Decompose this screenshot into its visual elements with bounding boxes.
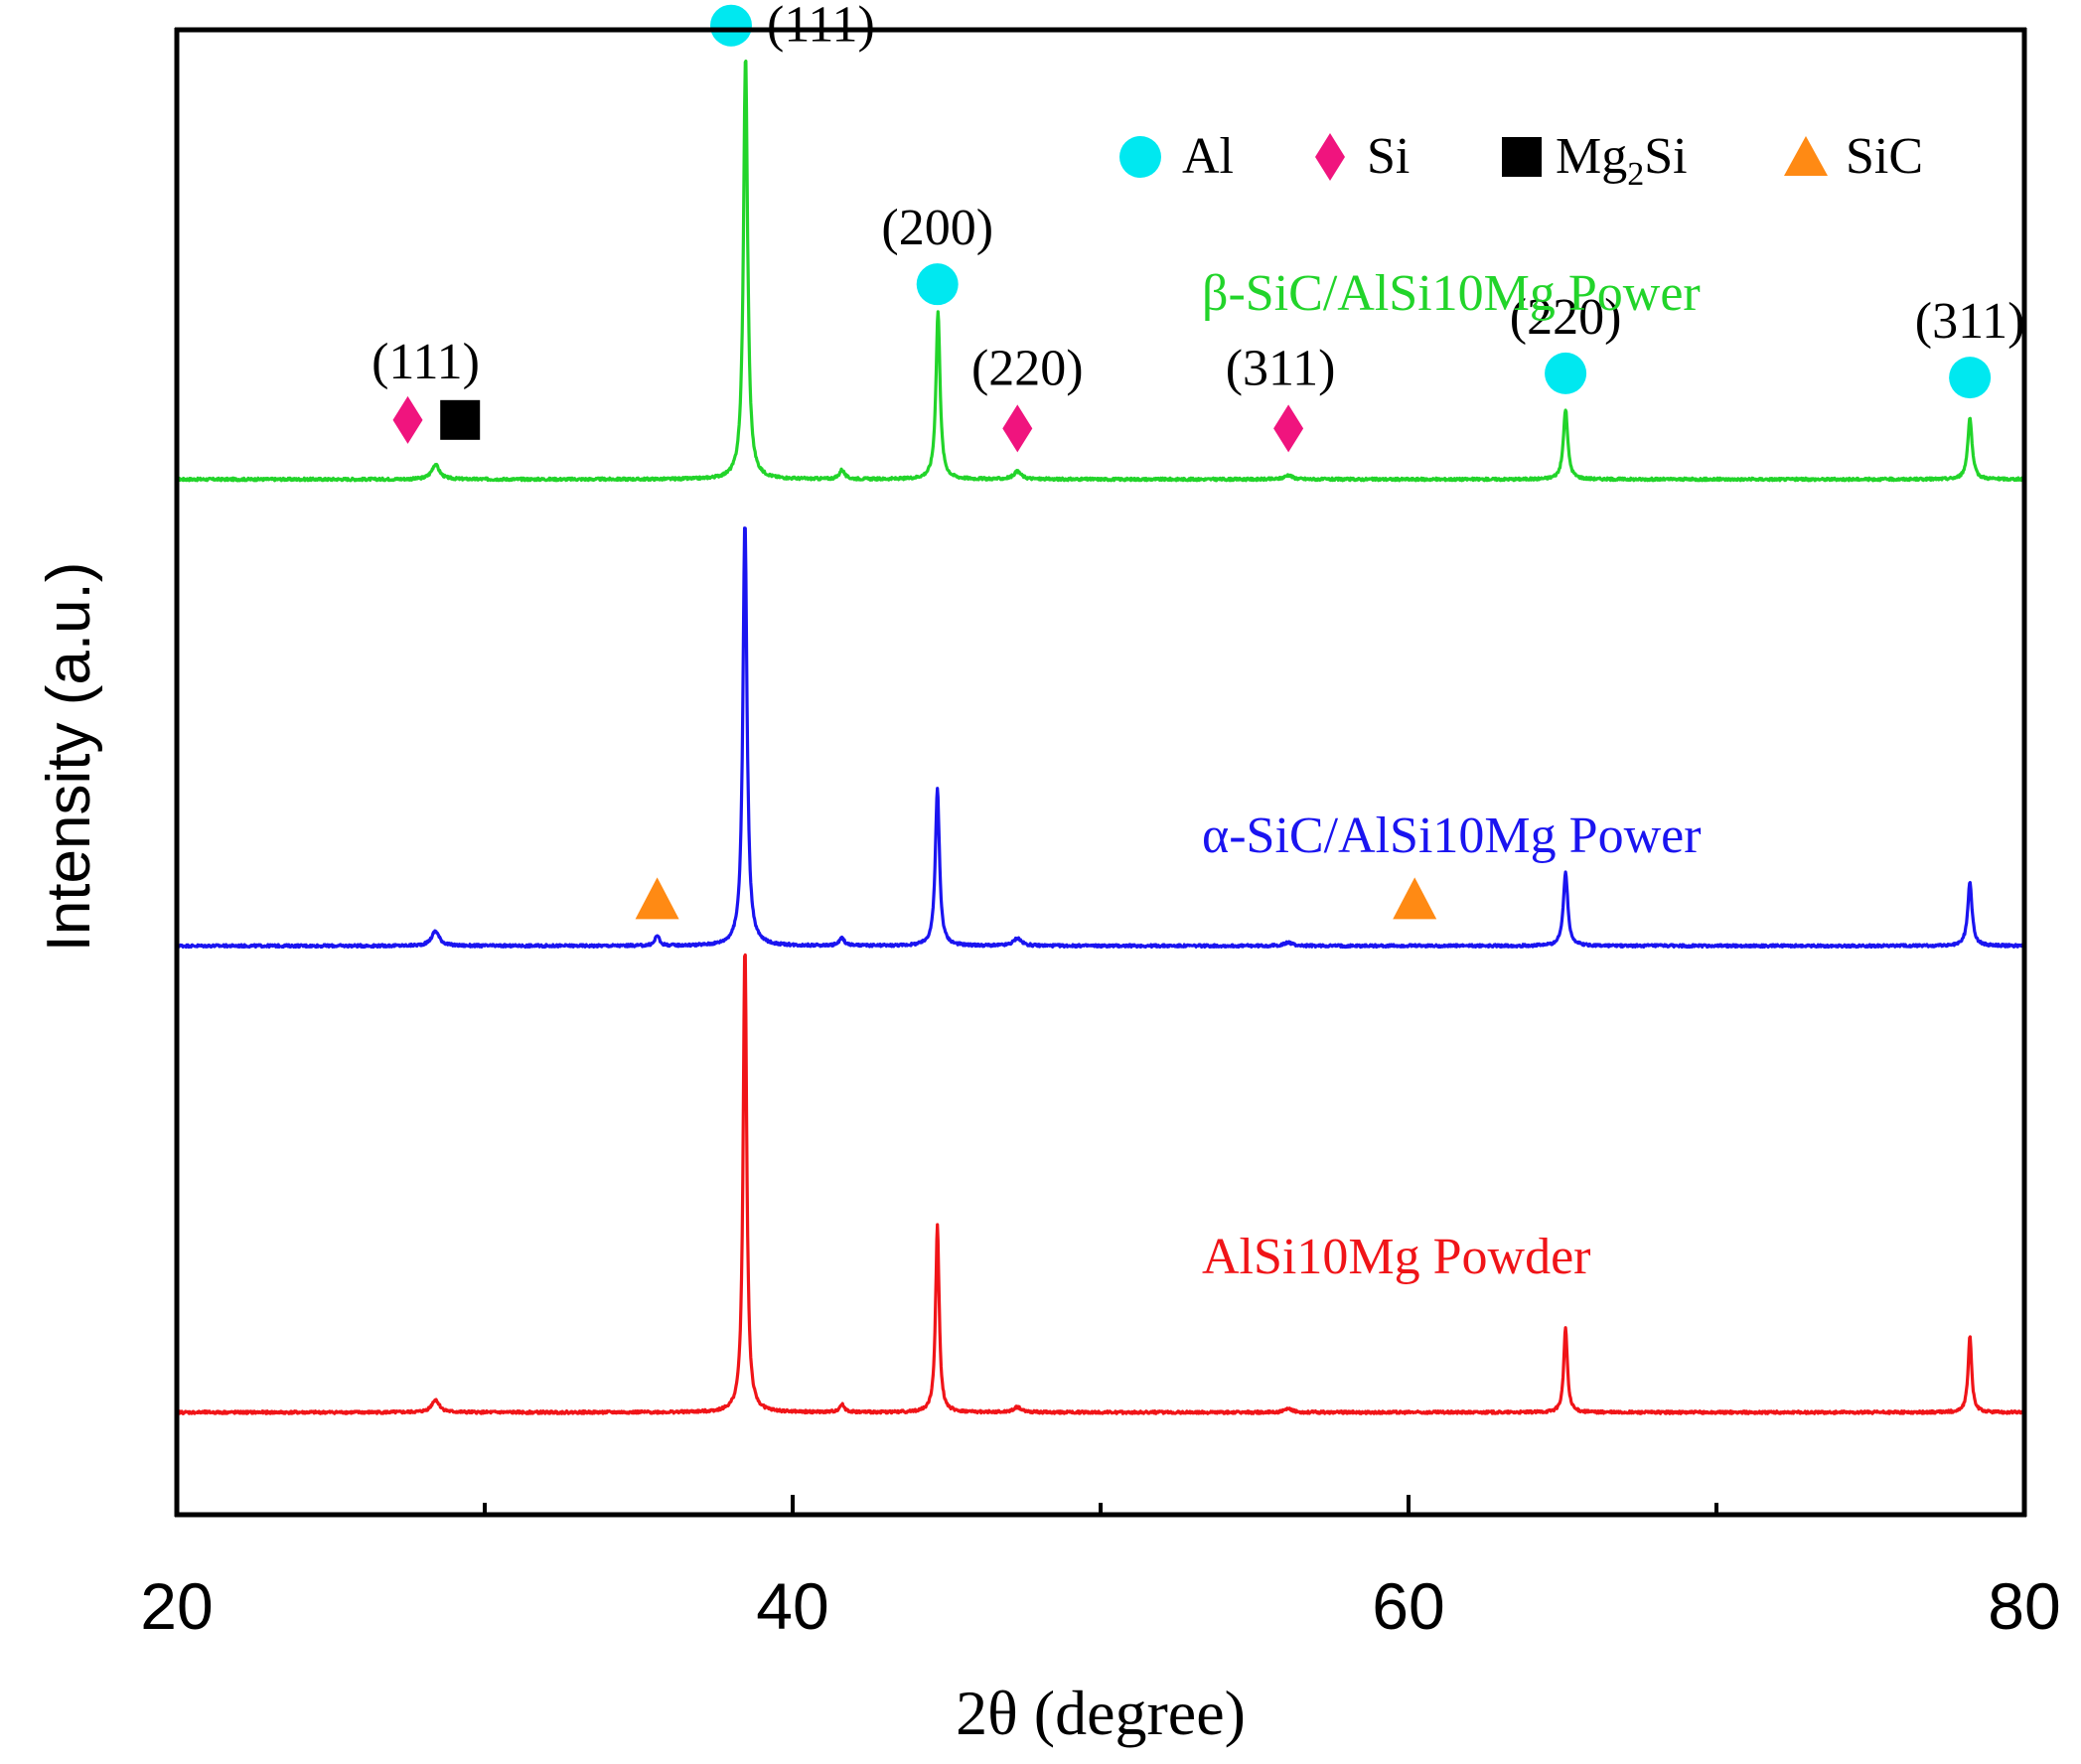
- phase-marker-al-3-circle-icon: [916, 263, 959, 306]
- series-label-powder: AlSi10Mg Powder: [1202, 1229, 1590, 1285]
- legend-sic-label: SiC: [1846, 128, 1923, 185]
- phase-marker-al-2-circle-icon: [710, 4, 752, 47]
- legend-mg2si-label: Mg2Si: [1556, 128, 1688, 193]
- phase-marker-sic-8-triangle-icon: [635, 877, 679, 920]
- series-label-beta: β-SiC/AlSi10Mg Power: [1202, 265, 1701, 322]
- legend: Al Si Mg2Si SiC: [1119, 128, 1923, 193]
- series-layer: [175, 59, 2026, 1415]
- phase-marker-mg2si-1-square-icon: [440, 399, 481, 440]
- series-line-2: [176, 953, 2026, 1415]
- phase-marker-sic-9-triangle-icon: [1393, 877, 1437, 920]
- series-line-0: [176, 59, 2026, 483]
- legend-sic-triangle-icon: [1784, 136, 1828, 176]
- legend-al-circle-icon: [1119, 136, 1161, 178]
- phase-marker-si-0-diamond-icon: [392, 395, 423, 444]
- phase-marker-al-6-circle-icon: [1545, 352, 1587, 394]
- x-tick-label-40: 40: [756, 1569, 828, 1643]
- legend-al-label: Al: [1182, 128, 1234, 185]
- phase-marker-si-5-label: (311): [1226, 340, 1336, 396]
- series-line-1: [175, 526, 2026, 950]
- phase-marker-al-7-label: (311): [1915, 293, 2025, 350]
- phase-marker-si-5-diamond-icon: [1273, 404, 1304, 453]
- x-axis-title: 2θ (degree): [956, 1678, 1246, 1748]
- series-label-alpha: α-SiC/AlSi10Mg Power: [1202, 808, 1702, 864]
- phase-marker-si-4-diamond-icon: [1002, 404, 1033, 453]
- phase-marker-si-4-label: (220): [971, 340, 1084, 396]
- x-tick-label-20: 20: [140, 1569, 213, 1643]
- x-tick-label-80: 80: [1988, 1569, 2060, 1643]
- x-ticks: 20 40 60 80: [140, 1495, 2061, 1643]
- phase-marker-layer: (111) (111) (200) (220) (311) (220) (311): [372, 0, 2025, 920]
- y-axis-title: Intensity (a.u.): [35, 562, 103, 953]
- phase-marker-al-2-label: (111): [767, 0, 875, 54]
- axes-frame: [174, 27, 2027, 1518]
- x-tick-label-60: 60: [1372, 1569, 1444, 1643]
- phase-marker-al-6-label: (220): [1510, 289, 1622, 346]
- phase-marker-si-0-label: (111): [372, 334, 480, 390]
- legend-mg2si-square-icon: [1502, 137, 1542, 177]
- legend-si-label: Si: [1367, 128, 1410, 185]
- phase-marker-al-3-label: (200): [881, 200, 993, 256]
- legend-si-diamond-icon: [1315, 133, 1345, 181]
- phase-marker-al-7-circle-icon: [1949, 357, 1992, 399]
